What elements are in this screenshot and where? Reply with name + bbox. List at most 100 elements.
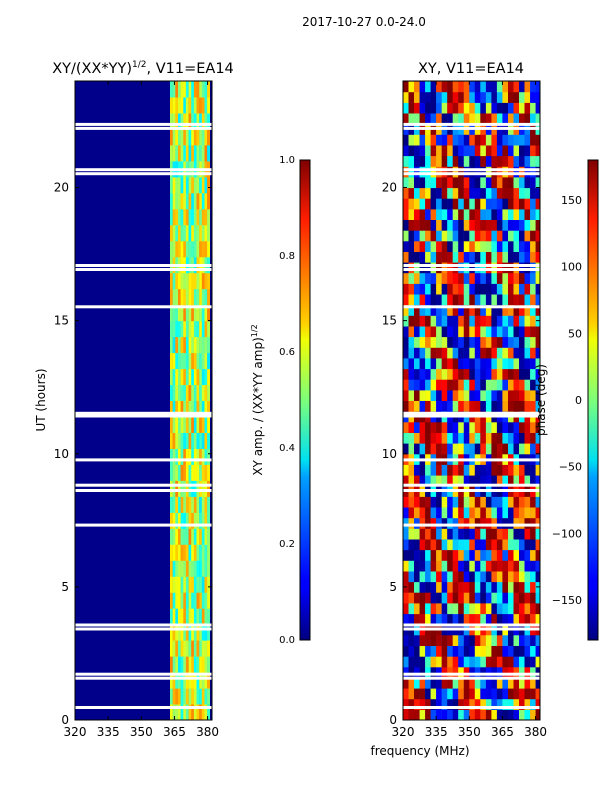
phase-cell (524, 198, 531, 210)
phase-cell (502, 560, 509, 572)
amplitude-cell (172, 208, 176, 226)
phase-cell (458, 347, 464, 359)
phase-cell (496, 198, 503, 210)
amplitude-cell (199, 560, 203, 577)
amplitude-cell (201, 464, 205, 481)
phase-cell (519, 294, 525, 306)
amplitude-cell (188, 688, 192, 705)
phase-cell (496, 688, 503, 700)
phase-cell (425, 475, 431, 487)
x-tick-label: 320 (64, 725, 87, 739)
phase-cell (524, 666, 531, 678)
amplitude-cell (170, 608, 173, 625)
phase-cell (441, 432, 448, 444)
phase-cell (519, 283, 525, 295)
phase-cell (491, 113, 498, 125)
phase-cell (508, 144, 514, 157)
x-tick-label: 320 (392, 725, 415, 739)
phase-cell (535, 283, 540, 295)
phase-cell (419, 294, 426, 306)
phase-cell (530, 187, 536, 199)
phase-cell (430, 102, 437, 114)
phase-cell (474, 315, 481, 327)
amplitude-cell (170, 688, 173, 705)
amplitude-cell (199, 97, 203, 114)
amplitude-cell (188, 336, 192, 354)
phase-cell (436, 634, 442, 646)
phase-cell (535, 155, 540, 167)
phase-cell (419, 432, 426, 444)
phase-cell (508, 421, 514, 433)
phase-cell (430, 155, 437, 167)
phase-cell (430, 368, 437, 380)
phase-cell (513, 91, 520, 103)
phase-cell (414, 325, 420, 338)
phase-cell (513, 304, 520, 316)
phase-cell (480, 538, 486, 551)
phase-cell (436, 176, 442, 189)
amplitude-cell (188, 384, 192, 401)
amplitude-cell (170, 400, 173, 417)
phase-cell (419, 230, 426, 242)
phase-cell (430, 613, 437, 625)
left-heatmap (75, 81, 212, 720)
phase-cell (502, 389, 509, 401)
amplitude-cell (178, 112, 181, 130)
amplitude-cell (207, 112, 210, 130)
phase-cell (530, 155, 536, 167)
phase-cell (485, 102, 492, 114)
phase-cell (469, 208, 475, 220)
amplitude-cell (178, 240, 181, 258)
phase-cell (491, 549, 498, 561)
amplitude-cell (199, 144, 203, 162)
phase-cell (425, 677, 431, 689)
phase-cell (519, 81, 525, 93)
phase-cell (491, 91, 498, 103)
phase-cell (414, 144, 420, 157)
phase-cell (485, 432, 492, 444)
phase-cell (502, 166, 509, 178)
phase-cell (408, 698, 415, 710)
phase-cell (463, 581, 470, 593)
phase-cell (441, 677, 448, 689)
phase-cell (414, 113, 420, 125)
phase-cell (480, 528, 486, 540)
phase-cell (474, 421, 481, 433)
amplitude-cell (193, 304, 197, 322)
left-y-axis-label: UT (hours) (34, 368, 48, 431)
phase-cell (408, 496, 415, 508)
phase-cell (508, 634, 514, 646)
amplitude-colorbar-tick-label: 0.0 (279, 635, 295, 646)
amplitude-cell (207, 368, 210, 386)
phase-cell (508, 283, 514, 295)
phase-cell (496, 304, 503, 316)
amplitude-cell (199, 320, 203, 338)
phase-cell (463, 219, 470, 231)
phase-cell (408, 613, 415, 625)
amplitude-cell (170, 320, 173, 338)
phase-cell (513, 219, 520, 231)
phase-cell (491, 421, 498, 433)
phase-cell (485, 347, 492, 359)
amplitude-cell (185, 640, 189, 657)
amplitude-cell (199, 384, 203, 401)
phase-cell (485, 634, 492, 646)
phase-cell (502, 315, 509, 327)
amplitude-cell (170, 432, 173, 449)
amplitude-cell (191, 304, 195, 322)
phase-cell (414, 677, 420, 689)
amplitude-cell (175, 272, 179, 290)
phase-cell (485, 198, 492, 210)
phase-cell (496, 432, 503, 444)
amplitude-cell (188, 448, 192, 465)
amplitude-cell (201, 688, 205, 705)
phase-cell (452, 325, 459, 338)
phase-cell (408, 570, 415, 583)
amplitude-cell (185, 240, 189, 258)
phase-cell (452, 283, 459, 295)
right-axes-frame (402, 80, 541, 721)
phase-cell (513, 432, 520, 444)
phase-cell (425, 379, 431, 391)
phase-cell (463, 251, 470, 263)
amplitude-cell (196, 640, 200, 657)
